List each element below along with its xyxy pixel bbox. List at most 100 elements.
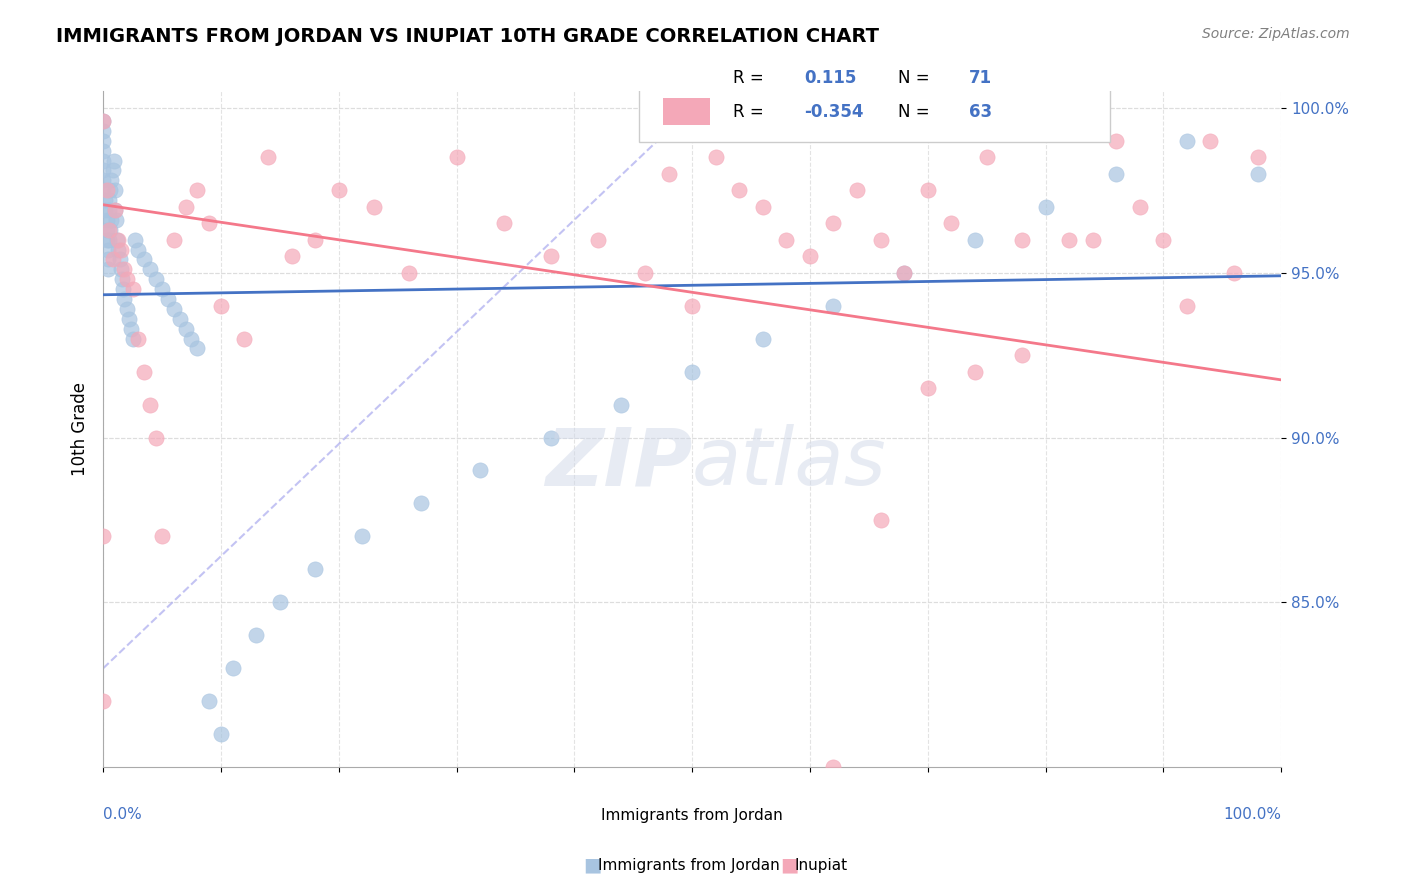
Point: [156, 292, 179, 306]
Point: [634, 266, 657, 280]
Text: R =: R =: [734, 103, 769, 120]
Point: [222, 661, 245, 675]
Point: [398, 266, 420, 280]
Point: [775, 233, 797, 247]
Point: [169, 311, 191, 326]
Point: [941, 216, 963, 230]
Point: [963, 365, 986, 379]
Point: [124, 233, 146, 247]
Point: [103, 153, 125, 168]
Point: [108, 252, 131, 267]
Point: [1223, 266, 1246, 280]
Point: [115, 301, 138, 316]
Point: [96, 223, 118, 237]
Point: [91, 529, 114, 543]
Point: [96, 212, 118, 227]
Point: [823, 299, 845, 313]
Point: [186, 342, 208, 356]
Point: [1199, 134, 1222, 148]
Point: [139, 398, 162, 412]
Point: [120, 321, 142, 335]
Point: [728, 183, 751, 197]
Point: [139, 262, 162, 277]
Text: Source: ZipAtlas.com: Source: ZipAtlas.com: [1202, 27, 1350, 41]
Point: [186, 183, 208, 197]
Point: [97, 262, 120, 277]
Point: [101, 163, 124, 178]
Text: Inupiat: Inupiat: [794, 858, 848, 872]
Point: [328, 183, 350, 197]
Point: [823, 760, 845, 774]
Point: [105, 212, 128, 227]
Text: 63: 63: [969, 103, 993, 120]
Point: [468, 463, 491, 477]
Text: Immigrants from Jordan: Immigrants from Jordan: [602, 808, 783, 822]
Point: [304, 562, 326, 576]
Point: [1081, 233, 1104, 247]
Point: [98, 233, 121, 247]
Point: [257, 150, 280, 164]
Point: [145, 272, 167, 286]
Point: [198, 216, 221, 230]
Point: [107, 233, 129, 247]
Point: [681, 365, 703, 379]
FancyBboxPatch shape: [662, 64, 710, 91]
Point: [163, 301, 186, 316]
Point: [869, 513, 891, 527]
Point: [658, 167, 681, 181]
Text: N =: N =: [898, 69, 935, 87]
Point: [127, 243, 149, 257]
Point: [127, 332, 149, 346]
Point: [104, 202, 127, 217]
Point: [681, 299, 703, 313]
Point: [96, 233, 118, 247]
Point: [98, 202, 121, 217]
Point: [586, 233, 609, 247]
Text: 100.0%: 100.0%: [1223, 807, 1281, 822]
Point: [752, 332, 775, 346]
Point: [209, 727, 232, 741]
Point: [1175, 299, 1198, 313]
Text: 71: 71: [969, 69, 993, 87]
Point: [163, 233, 186, 247]
Point: [134, 365, 156, 379]
Point: [91, 173, 114, 187]
Text: ■: ■: [780, 855, 799, 875]
Point: [610, 398, 633, 412]
Point: [115, 272, 138, 286]
Point: [963, 233, 986, 247]
Point: [96, 183, 118, 197]
Point: [1105, 134, 1128, 148]
Point: [174, 200, 197, 214]
Point: [98, 193, 121, 207]
Y-axis label: 10th Grade: 10th Grade: [72, 383, 89, 476]
Point: [363, 200, 385, 214]
Point: [134, 252, 156, 267]
Point: [1057, 233, 1080, 247]
Point: [352, 529, 374, 543]
Point: [198, 694, 221, 708]
Point: [91, 163, 114, 178]
Point: [1246, 167, 1268, 181]
Point: [94, 202, 117, 217]
Point: [110, 262, 132, 277]
Text: ZIP: ZIP: [544, 424, 692, 502]
Point: [145, 430, 167, 444]
Text: -0.354: -0.354: [804, 103, 863, 120]
Point: [411, 496, 433, 510]
Point: [233, 332, 256, 346]
Text: IMMIGRANTS FROM JORDAN VS INUPIAT 10TH GRADE CORRELATION CHART: IMMIGRANTS FROM JORDAN VS INUPIAT 10TH G…: [56, 27, 879, 45]
Point: [110, 243, 132, 257]
Point: [150, 529, 173, 543]
Point: [121, 282, 143, 296]
Point: [100, 173, 122, 187]
Point: [150, 282, 173, 296]
Point: [209, 299, 232, 313]
Point: [917, 183, 939, 197]
Point: [540, 430, 562, 444]
Text: Immigrants from Jordan: Immigrants from Jordan: [598, 858, 779, 872]
Point: [97, 243, 120, 257]
Point: [112, 262, 135, 277]
Point: [94, 193, 117, 207]
Point: [104, 183, 127, 197]
